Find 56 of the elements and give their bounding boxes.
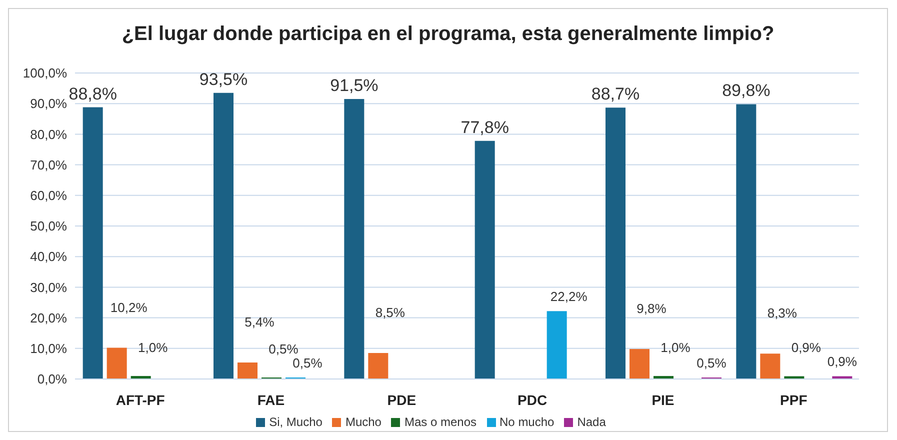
data-label: 1,0% [660,340,691,355]
bar [238,362,258,379]
data-label: 8,5% [375,304,406,320]
y-tick-label: 0,0% [37,372,68,387]
data-label: 77,8% [460,118,509,137]
bar [106,348,127,379]
bar [606,108,626,379]
bar [760,354,780,379]
legend-label: Mucho [345,415,382,429]
y-tick-label: 60,0% [30,188,68,204]
data-label: 88,7% [591,84,640,104]
bar [546,311,567,379]
x-tick-label: FAE [257,392,285,408]
data-label: 0,5% [696,355,727,370]
bar [214,92,234,379]
legend-label: Si, Mucho [269,415,322,429]
data-label: 10,2% [110,300,148,315]
data-label: 89,8% [722,81,770,100]
bar [832,376,852,379]
bar [82,107,103,379]
x-tick-label: PIE [652,392,674,408]
bar [784,376,804,379]
data-label: 1,0% [138,340,168,355]
data-label: 0,5% [268,341,299,356]
x-tick-label: PPF [780,392,808,408]
x-tick-label: PDC [518,392,548,408]
legend-label: Nada [577,415,606,429]
legend-label: No mucho [500,415,554,429]
chart-title: ¿El lugar donde participa en el programa, esta generalmente limpio? [120,22,776,47]
y-tick-label: 100,0% [22,66,68,81]
data-label: 91,5% [330,76,378,96]
data-label: 93,5% [199,70,248,89]
y-tick-label: 70,0% [30,157,68,172]
y-tick-label: 40,0% [30,249,68,264]
y-tick-label: 10,0% [30,341,68,356]
y-tick-label: 20,0% [30,310,68,326]
data-label: 8,3% [767,306,798,321]
y-tick-label: 30,0% [30,280,68,295]
legend-label: Mas o menos [404,415,477,429]
bar [736,104,756,379]
data-label: 0,5% [292,355,323,370]
data-label: 9,8% [636,301,667,316]
x-tick-label: PDE [387,392,416,408]
bar [630,349,650,379]
x-tick-label: AFT-PF [116,392,166,408]
y-tick-label: 80,0% [30,126,68,142]
data-label: 5,4% [244,314,275,330]
data-label: 0,9% [791,340,822,356]
bar [368,352,388,379]
data-label: 0,9% [827,354,858,370]
y-tick-label: 50,0% [30,218,68,234]
y-tick-label: 90,0% [30,96,68,112]
data-label: 22,2% [550,289,588,304]
bar [344,99,364,379]
bar [474,140,495,379]
data-label: 88,8% [68,84,117,104]
